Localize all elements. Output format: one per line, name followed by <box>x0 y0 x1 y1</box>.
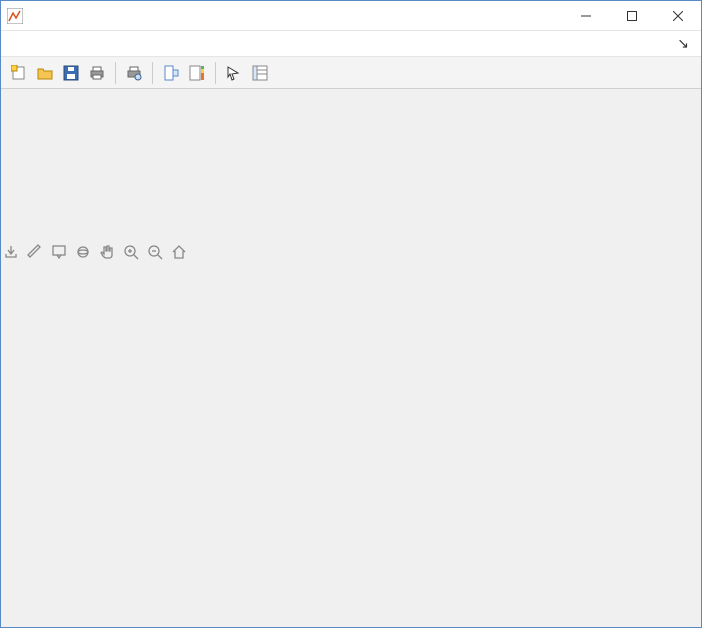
home-icon[interactable] <box>169 242 189 262</box>
new-figure-button[interactable] <box>7 61 31 85</box>
pan-icon[interactable] <box>97 242 117 262</box>
edit-plot-button[interactable] <box>222 61 246 85</box>
axes-3d[interactable] <box>1 89 301 239</box>
close-button[interactable] <box>655 1 701 31</box>
maximize-button[interactable] <box>609 1 655 31</box>
save-button[interactable] <box>59 61 83 85</box>
menu-overflow-icon[interactable]: ↘ <box>671 35 695 52</box>
link-plot-button[interactable] <box>159 61 183 85</box>
brush-icon[interactable] <box>25 242 45 262</box>
rotate3d-icon[interactable] <box>73 242 93 262</box>
print-button[interactable] <box>85 61 109 85</box>
titlebar <box>1 1 701 31</box>
window-controls <box>563 1 701 31</box>
menubar: ↘ <box>1 31 701 57</box>
menu-insert[interactable] <box>61 42 77 46</box>
zoomin-icon[interactable] <box>121 242 141 262</box>
menu-tools[interactable] <box>79 42 95 46</box>
insert-colorbar-button[interactable] <box>185 61 209 85</box>
zoomout-icon[interactable] <box>145 242 165 262</box>
plot-area[interactable] <box>1 89 701 627</box>
minimize-button[interactable] <box>563 1 609 31</box>
datatip-icon[interactable] <box>49 242 69 262</box>
matlab-figure-icon <box>7 8 23 24</box>
menu-edit[interactable] <box>25 42 41 46</box>
toolbar <box>1 57 701 89</box>
property-inspector-button[interactable] <box>248 61 272 85</box>
print-preview-button[interactable] <box>122 61 146 85</box>
export-icon[interactable] <box>1 242 21 262</box>
figure-window: ↘ <box>0 0 702 628</box>
menu-desktop[interactable] <box>97 42 113 46</box>
menu-view[interactable] <box>43 42 59 46</box>
menu-help[interactable] <box>133 42 149 46</box>
open-button[interactable] <box>33 61 57 85</box>
menu-file[interactable] <box>7 42 23 46</box>
menu-window[interactable] <box>115 42 131 46</box>
axes-toolbar <box>1 242 189 262</box>
